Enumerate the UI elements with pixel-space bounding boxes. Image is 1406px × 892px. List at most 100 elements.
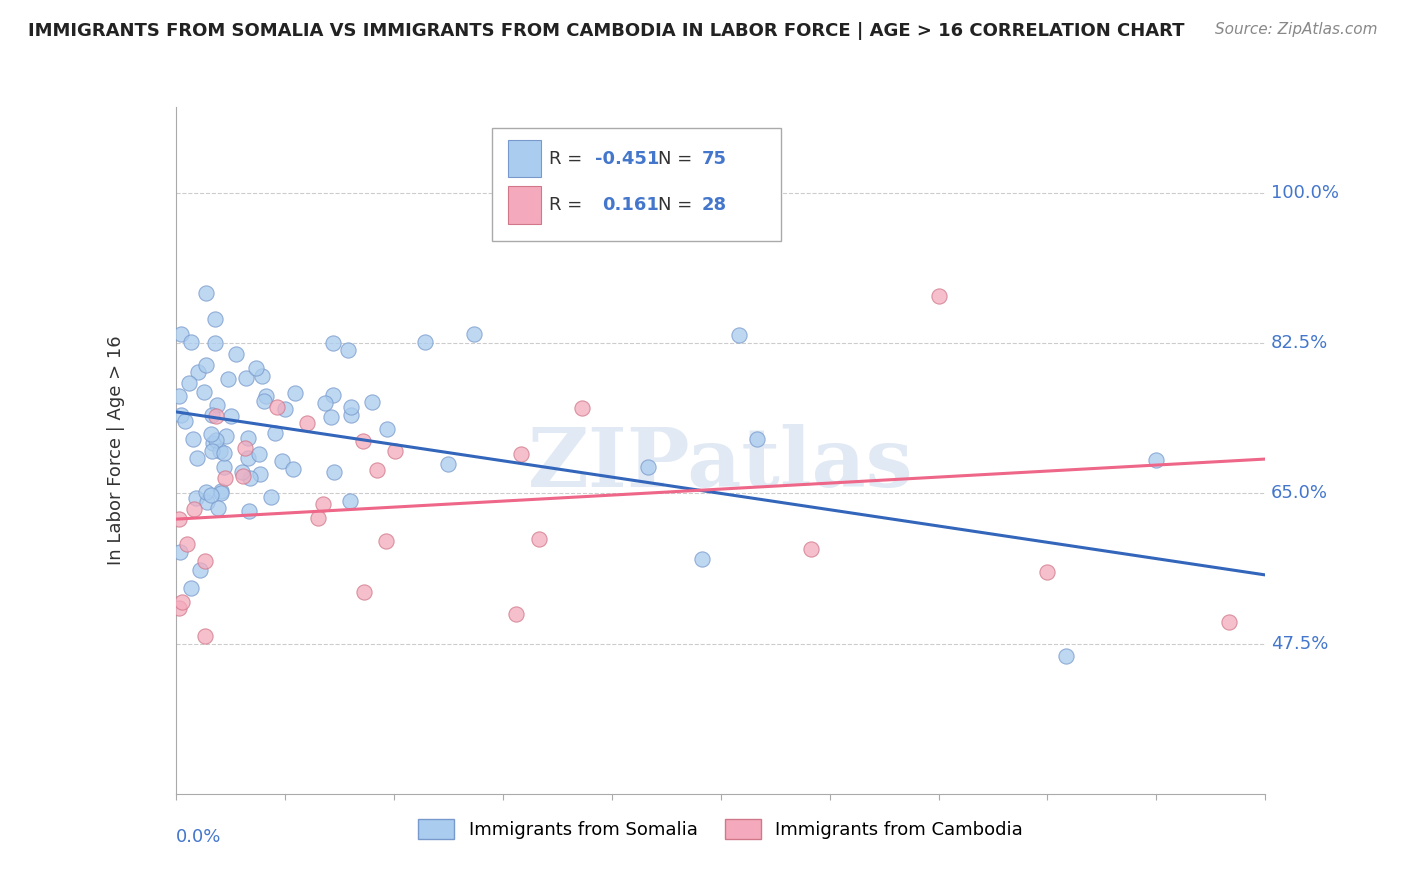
Point — [366, 463, 388, 477]
Point — [172, 595, 194, 609]
Point — [340, 401, 363, 415]
Point — [336, 343, 359, 358]
Point — [250, 369, 273, 384]
Bar — [508, 140, 541, 178]
Point — [221, 409, 243, 424]
Point — [274, 402, 297, 417]
Point — [201, 408, 224, 422]
Text: R =: R = — [550, 150, 589, 168]
Point — [194, 358, 217, 372]
Bar — [508, 186, 541, 224]
Point — [225, 347, 247, 361]
Point — [205, 434, 228, 448]
Point — [207, 500, 229, 515]
Point — [209, 484, 232, 499]
Point — [247, 447, 270, 461]
Text: 47.5%: 47.5% — [1271, 634, 1329, 653]
Point — [183, 502, 205, 516]
Point — [437, 457, 460, 471]
Point — [214, 471, 236, 485]
Point — [204, 312, 226, 326]
Point — [353, 584, 375, 599]
Point — [190, 563, 212, 577]
Point — [374, 534, 396, 549]
Point — [284, 386, 307, 401]
Text: 75: 75 — [702, 150, 727, 168]
Point — [208, 444, 231, 458]
Point — [360, 395, 382, 409]
Point — [384, 443, 406, 458]
Point — [283, 462, 305, 476]
Point — [205, 409, 228, 423]
Point — [200, 427, 222, 442]
Point — [195, 485, 218, 500]
Point — [209, 486, 232, 500]
Text: In Labor Force | Age > 16: In Labor Force | Age > 16 — [107, 335, 125, 566]
Point — [928, 289, 950, 303]
Point — [212, 459, 235, 474]
Point — [169, 389, 191, 403]
Point — [233, 441, 256, 455]
Point — [193, 384, 215, 399]
Point — [193, 554, 215, 568]
Point — [176, 537, 198, 551]
Point — [253, 393, 276, 408]
Text: R =: R = — [550, 196, 595, 214]
Point — [181, 432, 204, 446]
Point — [186, 451, 208, 466]
Point — [194, 629, 217, 643]
Point — [204, 336, 226, 351]
Point — [1036, 565, 1059, 579]
Point — [169, 512, 191, 526]
Point — [322, 388, 344, 402]
Point — [217, 372, 239, 386]
Point — [637, 460, 659, 475]
Point — [180, 335, 202, 350]
Text: ZIPatlas: ZIPatlas — [527, 425, 914, 504]
Point — [339, 409, 361, 423]
Point — [215, 429, 238, 443]
Point — [249, 467, 271, 481]
Point — [352, 434, 374, 448]
Point — [263, 425, 285, 440]
FancyBboxPatch shape — [492, 128, 780, 241]
Point — [322, 335, 344, 350]
Point — [266, 401, 288, 415]
Text: 100.0%: 100.0% — [1271, 184, 1339, 202]
Point — [235, 370, 257, 384]
Point — [271, 454, 294, 468]
Point — [212, 446, 235, 460]
Text: 0.0%: 0.0% — [176, 828, 221, 847]
Point — [509, 447, 531, 461]
Point — [295, 417, 318, 431]
Text: 0.161: 0.161 — [602, 196, 658, 214]
Point — [238, 504, 260, 518]
Point — [245, 361, 267, 376]
Point — [169, 600, 191, 615]
Point — [186, 491, 208, 506]
Point — [177, 376, 200, 390]
Point — [505, 607, 527, 621]
Point — [169, 545, 191, 559]
Text: IMMIGRANTS FROM SOMALIA VS IMMIGRANTS FROM CAMBODIA IN LABOR FORCE | AGE > 16 CO: IMMIGRANTS FROM SOMALIA VS IMMIGRANTS FR… — [28, 22, 1185, 40]
Point — [375, 422, 398, 436]
Point — [312, 497, 335, 511]
Point — [180, 581, 202, 595]
Text: Source: ZipAtlas.com: Source: ZipAtlas.com — [1215, 22, 1378, 37]
Point — [232, 469, 254, 483]
Point — [727, 327, 749, 342]
Point — [200, 488, 222, 502]
Point — [1146, 453, 1168, 467]
Point — [195, 494, 218, 508]
Point — [339, 494, 361, 508]
Point — [1054, 649, 1077, 664]
Point — [238, 431, 260, 445]
Text: 28: 28 — [702, 196, 727, 214]
Point — [319, 410, 342, 425]
Text: N =: N = — [658, 150, 699, 168]
Point — [692, 552, 714, 566]
Point — [236, 450, 259, 465]
Text: 65.0%: 65.0% — [1271, 484, 1327, 502]
Point — [463, 326, 485, 341]
Point — [195, 285, 218, 300]
